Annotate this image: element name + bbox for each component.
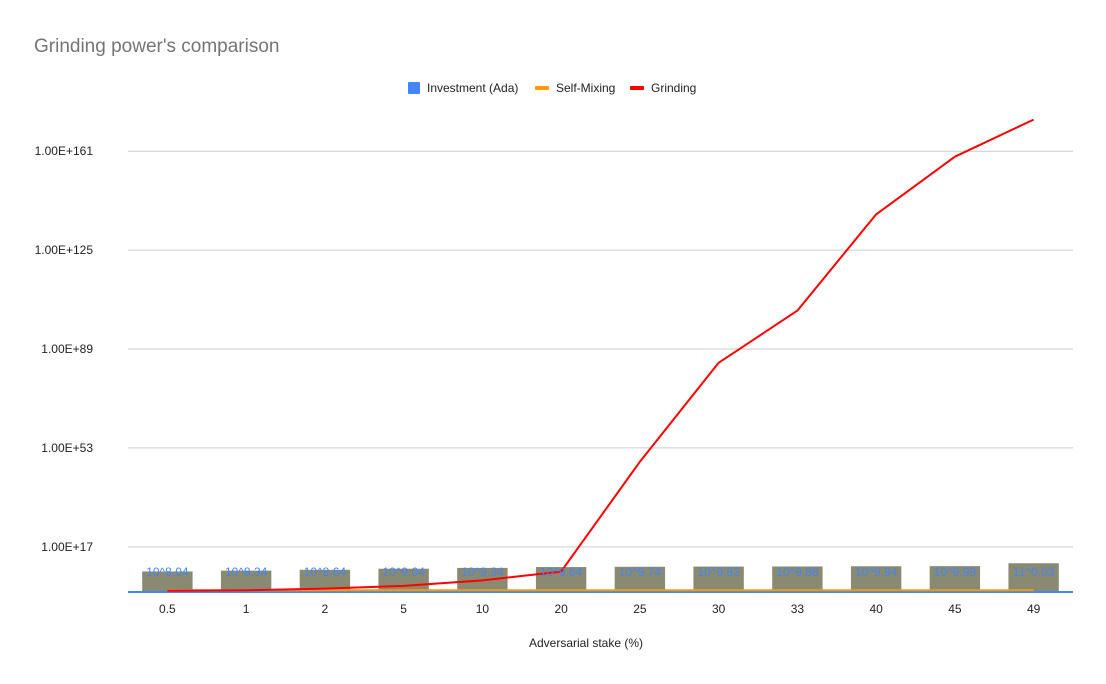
x-axis-label: Adversarial stake (%)	[529, 636, 643, 650]
bar[interactable]	[220, 570, 272, 593]
bar[interactable]	[614, 566, 666, 593]
data-label: 10^9.94	[855, 565, 898, 579]
x-tick-label: 5	[400, 602, 407, 616]
legend-label-self-mixing: Self-Mixing	[556, 81, 615, 95]
x-tick-label: 49	[1027, 602, 1041, 616]
x-tick-label: 45	[948, 602, 962, 616]
x-tick-label: 1	[243, 602, 250, 616]
data-label: 10^9.99	[934, 565, 977, 579]
x-tick-label: 2	[322, 602, 329, 616]
legend-swatch-grinding	[630, 86, 644, 90]
y-tick-label: 1.00E+53	[41, 441, 93, 455]
bars	[142, 563, 1059, 593]
x-tick-label: 40	[869, 602, 883, 616]
y-tick-label: 1.00E+17	[41, 540, 93, 554]
legend-item-self-mixing[interactable]: Self-Mixing	[535, 81, 615, 95]
legend-swatch-investment	[408, 82, 420, 94]
data-label: 10^8.34	[225, 565, 268, 579]
x-tick-label: 30	[712, 602, 726, 616]
data-label: 10^9.74	[619, 565, 662, 579]
series-line-grinding[interactable]	[167, 118, 1035, 592]
x-tick-label: 10	[476, 602, 490, 616]
bar[interactable]	[772, 566, 823, 593]
data-label: 10^9.82	[697, 565, 740, 579]
x-tick-label: 25	[633, 602, 647, 616]
data-label: 10^9.04	[382, 565, 425, 579]
legend-label-investment: Investment (Ada)	[427, 81, 518, 95]
y-tick-label: 1.00E+125	[35, 243, 94, 257]
bar[interactable]	[142, 571, 193, 593]
data-label: 10^8.64	[304, 565, 347, 579]
chart-title: Grinding power's comparison	[34, 36, 279, 57]
data-label: 11^0.03	[1013, 565, 1055, 579]
bar[interactable]	[693, 566, 744, 593]
data-labels: 10^8.04 10^8.34 10^8.64 10^9.04 10^9.34 10^9.…	[146, 565, 1054, 579]
legend-label-grinding: Grinding	[651, 81, 696, 95]
bar[interactable]	[929, 566, 981, 593]
data-label: 10^9.34	[461, 565, 504, 579]
data-label: 10^9.64	[540, 565, 583, 579]
x-tick-label: 20	[554, 602, 568, 616]
bar[interactable]	[378, 568, 429, 593]
legend-item-grinding[interactable]: Grinding	[630, 81, 696, 95]
y-axis-ticks: 1.00E+17 1.00E+53 1.00E+89 1.00E+125 1.00E+1…	[35, 144, 94, 554]
gridlines	[128, 150, 1073, 548]
legend-swatch-self-mixing	[535, 86, 549, 90]
x-axis-ticks: 0.5 1 2 5 10 20 25 30 33 40 45 49	[159, 602, 1041, 616]
data-label: 10^8.04	[146, 565, 189, 579]
x-tick-label: 0.5	[159, 602, 176, 616]
bar[interactable]	[1008, 563, 1059, 593]
legend-item-investment[interactable]: Investment (Ada)	[408, 81, 518, 95]
data-label: 10^9.86	[776, 565, 819, 579]
y-tick-label: 1.00E+89	[41, 342, 93, 356]
bar[interactable]	[850, 566, 902, 593]
y-tick-label: 1.00E+161	[35, 144, 94, 158]
x-tick-label: 33	[791, 602, 805, 616]
legend: Investment (Ada) Self-Mixing Grinding	[408, 81, 696, 95]
lines	[167, 118, 1035, 592]
